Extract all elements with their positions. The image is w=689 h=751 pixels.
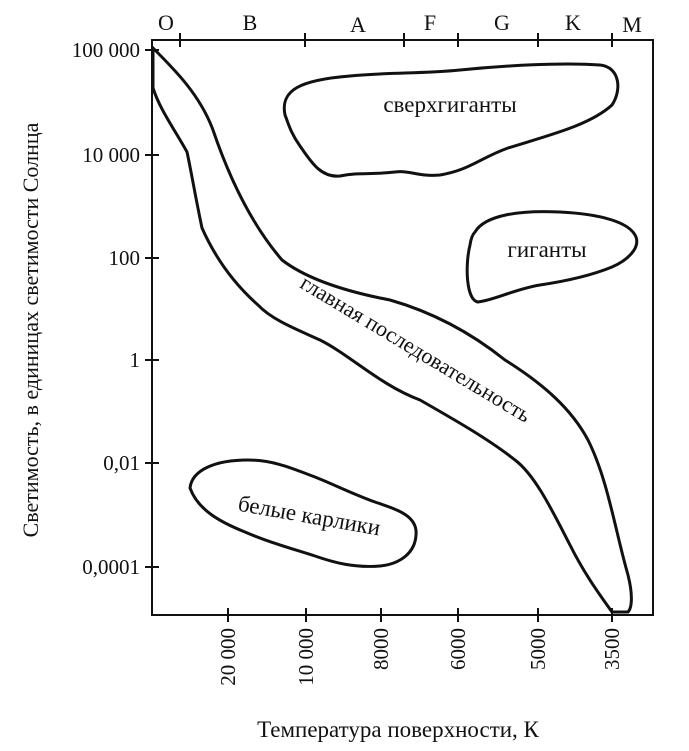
top-ticks bbox=[179, 33, 613, 47]
spectral-class-label: F bbox=[424, 10, 436, 35]
y-tick-label: 1 bbox=[130, 348, 141, 372]
x-tick-label: 8000 bbox=[369, 628, 393, 670]
x-tick-label: 20 000 bbox=[216, 628, 240, 686]
x-tick-labels: 20 000 10 000 8000 6000 5000 3500 bbox=[216, 628, 624, 686]
spectral-class-label: A bbox=[350, 12, 366, 37]
white-dwarfs-label: белые карлики bbox=[236, 491, 382, 541]
giants-region bbox=[465, 210, 639, 304]
y-axis-title: Светимость, в единицах светимости Солнца bbox=[18, 122, 43, 537]
y-tick-label: 10 000 bbox=[82, 143, 140, 167]
spectral-class-label: M bbox=[622, 12, 642, 37]
main-sequence-region bbox=[151, 44, 633, 614]
white-dwarfs-region bbox=[188, 458, 418, 568]
x-axis-title: Температура поверхности, К bbox=[257, 717, 539, 742]
supergiants-label: сверхгиганты bbox=[383, 92, 516, 117]
x-tick-label: 10 000 bbox=[294, 628, 318, 686]
spectral-class-labels: O B A F G K M bbox=[158, 10, 642, 37]
y-tick-labels: 100 000 10 000 100 1 0,01 0,0001 bbox=[72, 38, 140, 579]
y-ticks bbox=[145, 49, 159, 568]
x-tick-label: 5000 bbox=[526, 628, 550, 670]
giants-label: гиганты bbox=[507, 237, 586, 262]
y-tick-label: 0,01 bbox=[103, 451, 140, 475]
y-tick-label: 100 000 bbox=[72, 38, 140, 62]
x-ticks bbox=[227, 608, 613, 622]
plot-frame bbox=[151, 39, 654, 616]
supergiants-region bbox=[282, 62, 620, 178]
spectral-class-label: B bbox=[243, 10, 258, 35]
spectral-class-label: O bbox=[158, 10, 174, 35]
x-tick-label: 6000 bbox=[446, 628, 470, 670]
y-tick-label: 0,0001 bbox=[82, 555, 140, 579]
y-tick-label: 100 bbox=[109, 246, 141, 270]
spectral-class-label: K bbox=[565, 10, 581, 35]
x-tick-label: 3500 bbox=[600, 628, 624, 670]
spectral-class-label: G bbox=[494, 10, 510, 35]
